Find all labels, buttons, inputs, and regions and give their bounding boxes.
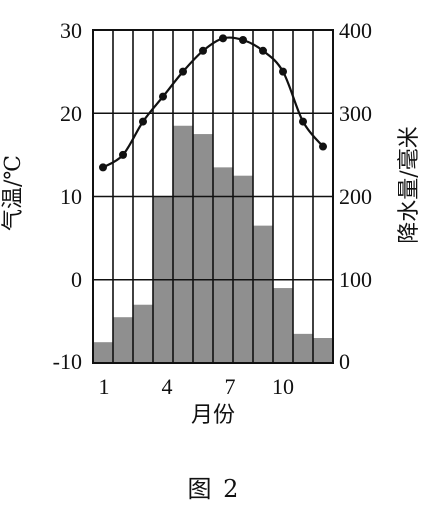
x-axis-ticks: 1 4 7 10 xyxy=(99,374,295,399)
right-tick-label: 300 xyxy=(339,101,372,126)
temperature-point xyxy=(259,46,267,55)
temperature-point xyxy=(319,142,327,151)
temperature-point xyxy=(239,35,247,44)
left-tick-label: -10 xyxy=(53,349,82,374)
temperature-point xyxy=(159,92,167,101)
left-axis-title: 气温/℃ xyxy=(1,155,26,231)
precipitation-bar xyxy=(293,333,313,363)
left-tick-label: 30 xyxy=(60,18,82,43)
x-tick-label: 1 xyxy=(99,374,110,399)
temperature-point xyxy=(299,117,307,126)
temperature-point xyxy=(119,150,127,159)
precipitation-bar xyxy=(233,175,253,363)
temperature-point xyxy=(99,163,107,172)
precipitation-bar xyxy=(253,225,273,363)
temperature-point xyxy=(199,46,207,55)
precipitation-bar xyxy=(93,342,113,363)
precipitation-bar xyxy=(313,338,333,363)
temperature-point xyxy=(179,67,187,76)
x-tick-label: 7 xyxy=(225,374,236,399)
figure-caption: 图 2 xyxy=(188,475,241,503)
x-axis-title: 月份 xyxy=(191,403,235,428)
right-axis-ticks: 400 300 200 100 0 xyxy=(339,18,372,374)
left-tick-label: 10 xyxy=(60,184,82,209)
precipitation-bar xyxy=(213,167,233,363)
x-tick-label: 4 xyxy=(162,374,173,399)
right-tick-label: 100 xyxy=(339,267,372,292)
precipitation-bar xyxy=(193,134,213,363)
temperature-point xyxy=(279,67,287,76)
temperature-series xyxy=(99,34,327,172)
left-tick-label: 0 xyxy=(71,267,82,292)
precipitation-bar xyxy=(113,317,133,363)
right-tick-label: 0 xyxy=(339,349,350,374)
right-tick-label: 200 xyxy=(339,184,372,209)
precipitation-bar xyxy=(273,288,293,363)
right-axis-title: 降水量/毫米 xyxy=(397,126,422,243)
left-tick-label: 20 xyxy=(60,101,82,126)
temperature-point xyxy=(139,117,147,126)
right-tick-label: 400 xyxy=(339,18,372,43)
precipitation-bar xyxy=(133,304,153,363)
chart-grid xyxy=(92,29,334,364)
precipitation-bar xyxy=(173,125,193,364)
left-axis-ticks: 30 20 10 0 -10 xyxy=(53,18,82,374)
x-tick-label: 10 xyxy=(272,374,294,399)
temperature-point xyxy=(219,34,227,43)
